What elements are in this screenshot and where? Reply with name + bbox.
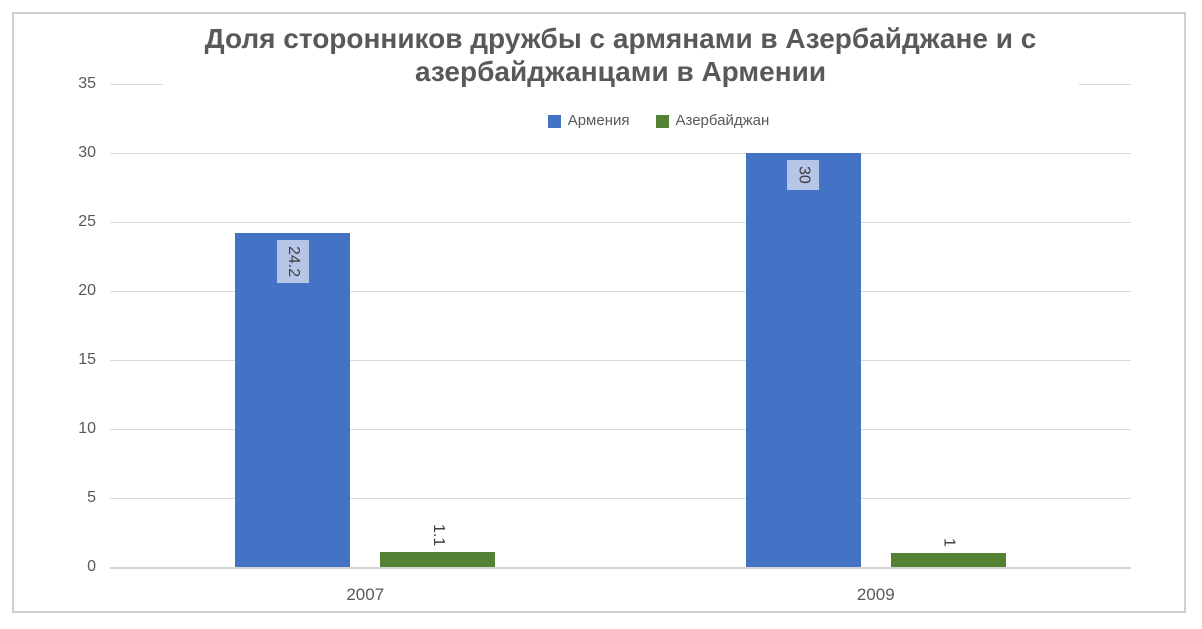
category-group-2007: 24.2 1.1 bbox=[110, 84, 621, 567]
y-axis-tick-label-25: 25 bbox=[78, 213, 96, 230]
chart-title: Доля сторонников дружбы с армянами в Азе… bbox=[110, 22, 1131, 88]
gridline-15 bbox=[110, 360, 1131, 361]
gridline-5 bbox=[110, 498, 1131, 499]
y-axis-tick-label-5: 5 bbox=[87, 489, 96, 506]
y-axis-tick-label-20: 20 bbox=[78, 282, 96, 299]
y-axis-tick-label-30: 30 bbox=[78, 144, 96, 161]
gridline-20 bbox=[110, 291, 1131, 292]
data-label-azerbaijan-2009: 1 bbox=[940, 538, 958, 548]
category-group-2009: 30 1 bbox=[621, 84, 1132, 567]
legend-label-azerbaijan: Азербайджан bbox=[675, 112, 770, 129]
chart-frame: 0 5 10 15 20 25 30 35 24.2 1.1 30 1 bbox=[12, 12, 1186, 613]
y-axis-tick-label-0: 0 bbox=[87, 558, 96, 575]
legend-item-azerbaijan: Азербайджан bbox=[655, 112, 770, 130]
y-axis-tick-label-35: 35 bbox=[78, 75, 96, 92]
bar-azerbaijan-2009: 1 bbox=[890, 538, 1006, 567]
data-label-armenia-2009: 30 bbox=[787, 160, 820, 190]
data-label-armenia-2007: 24.2 bbox=[276, 240, 309, 284]
legend-label-armenia: Армения bbox=[567, 112, 630, 129]
bars-container: 24.2 1.1 30 1 bbox=[110, 84, 1131, 567]
plot-area: 0 5 10 15 20 25 30 35 24.2 1.1 30 1 bbox=[78, 75, 1131, 575]
legend-swatch-azerbaijan-icon bbox=[655, 114, 669, 128]
bar-armenia-2007: 24.2 bbox=[235, 233, 351, 567]
y-axis-tick-label-10: 10 bbox=[78, 420, 96, 437]
bar-azerbaijan-2007: 1.1 bbox=[380, 524, 496, 567]
x-axis-label-2007: 2007 bbox=[346, 585, 385, 604]
y-axis-tick-label-15: 15 bbox=[78, 351, 96, 368]
legend-item-armenia: Армения bbox=[547, 112, 630, 130]
data-label-azerbaijan-2007: 1.1 bbox=[429, 523, 447, 546]
gridline-10 bbox=[110, 429, 1131, 430]
legend-swatch-armenia-icon bbox=[547, 114, 561, 128]
x-axis-labels: 2007 2009 bbox=[110, 585, 1131, 605]
gridline-25 bbox=[110, 222, 1131, 223]
gridline-30 bbox=[110, 153, 1131, 154]
bar-armenia-2009: 30 bbox=[745, 153, 861, 567]
x-axis-label-2009: 2009 bbox=[856, 585, 895, 604]
legend: Армения Азербайджан bbox=[148, 112, 1169, 130]
chart-title-text: Доля сторонников дружбы с армянами в Азе… bbox=[162, 22, 1079, 88]
